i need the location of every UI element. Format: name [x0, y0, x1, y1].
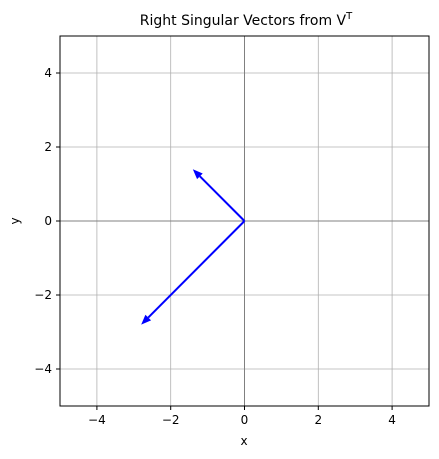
x-tick-label: 4	[388, 413, 396, 427]
y-axis-label: y	[8, 217, 22, 224]
vector-arrowhead	[192, 169, 203, 180]
plot-area: −4 −2 0 2 4 −4 −2 0 2 4	[34, 35, 430, 427]
y-tick-label: −2	[34, 288, 52, 302]
y-tick-label: 4	[44, 66, 52, 80]
chart-title-superscript: T	[345, 11, 353, 22]
x-axis-label: x	[240, 434, 247, 448]
vector-shaft	[147, 220, 246, 319]
x-tick-label: −4	[88, 413, 106, 427]
x-tick-label: 0	[241, 413, 249, 427]
y-tick-label: 0	[44, 214, 52, 228]
y-tick-label: 2	[44, 140, 52, 154]
vector-shaft	[199, 175, 246, 222]
x-tick-label: 2	[314, 413, 322, 427]
chart-title: Right Singular Vectors from VT	[140, 11, 353, 29]
y-tick-label: −4	[34, 362, 52, 376]
vector-arrowhead	[141, 314, 152, 325]
chart-title-text: Right Singular Vectors from V	[140, 13, 347, 29]
vector-1	[192, 169, 246, 222]
x-tick-label: −2	[162, 413, 180, 427]
vector-2	[141, 220, 246, 325]
